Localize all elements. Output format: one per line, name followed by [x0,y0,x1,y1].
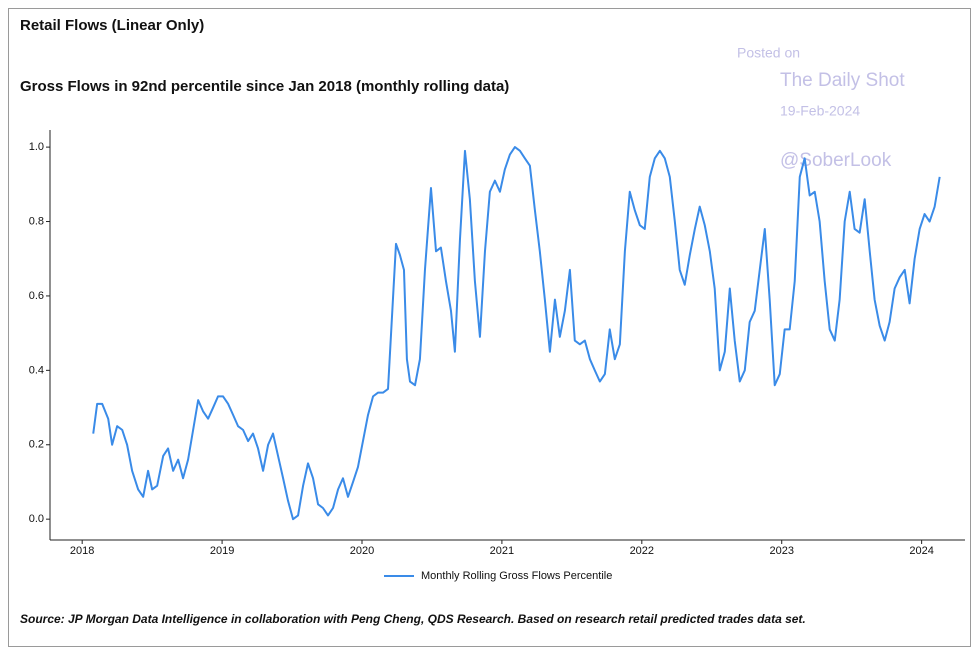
y-tick-label: 0.8 [29,215,44,227]
x-tick-label: 2024 [909,545,933,557]
source-note: Source: JP Morgan Data Intelligence in c… [20,612,806,626]
x-tick-label: 2019 [210,545,234,557]
y-tick-label: 0.0 [29,513,44,525]
x-tick-label: 2023 [769,545,793,557]
x-tick-label: 2020 [350,545,374,557]
x-tick-label: 2022 [630,545,654,557]
y-tick-label: 0.2 [29,439,44,451]
watermark: 19-Feb-2024 [780,103,860,119]
line-series [92,146,941,521]
chart-subtitle: Gross Flows in 92nd percentile since Jan… [20,78,509,95]
watermark: The Daily Shot [780,70,905,91]
watermark: Posted on [737,45,800,61]
y-tick-label: 0.6 [29,290,44,302]
x-tick-label: 2018 [70,545,94,557]
x-tick-label: 2021 [490,545,514,557]
legend-label: Monthly Rolling Gross Flows Percentile [421,570,612,582]
y-tick-label: 0.4 [29,364,44,376]
chart-title: Retail Flows (Linear Only) [20,17,204,34]
watermark: @SoberLook [780,150,892,171]
y-tick-label: 1.0 [29,141,44,153]
